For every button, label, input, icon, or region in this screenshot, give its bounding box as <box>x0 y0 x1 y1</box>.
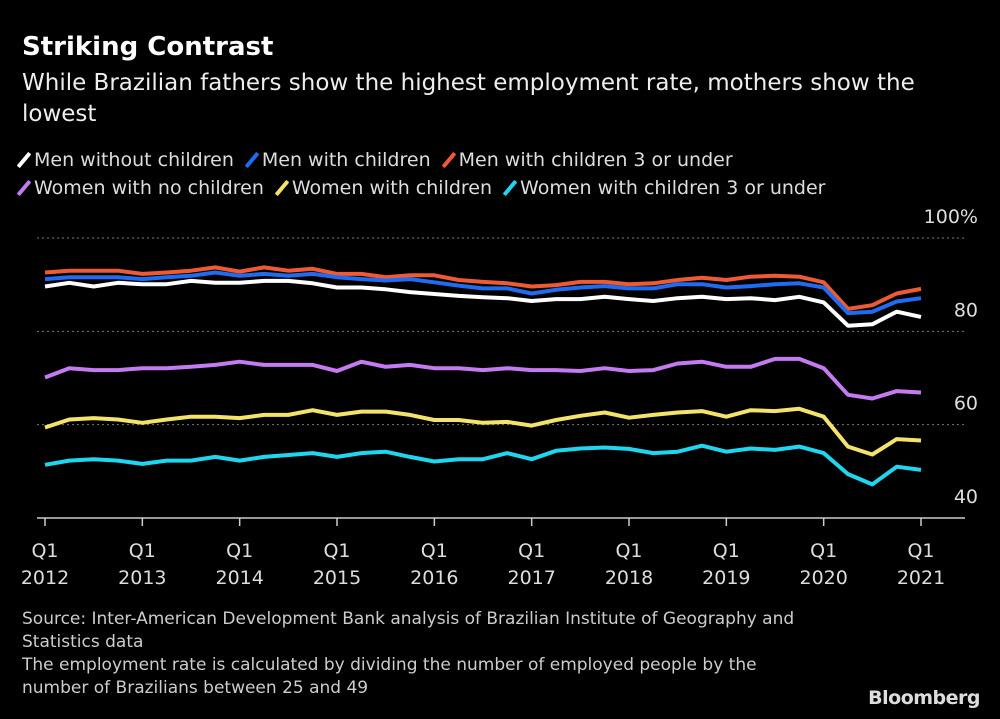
x-tick-label: Q1 <box>129 540 156 562</box>
x-tick-label: Q1 <box>323 540 350 562</box>
chart-subtitle: While Brazilian fathers show the highest… <box>22 70 915 127</box>
x-tick-label: 2013 <box>118 567 166 589</box>
x-tick-label: 2019 <box>702 567 750 589</box>
x-tick-label: Q1 <box>518 540 545 562</box>
legend-row-1: Men without children Men with children M… <box>16 149 733 171</box>
x-tick-label: 2021 <box>897 567 945 589</box>
x-tick-label: 2012 <box>21 567 69 589</box>
legend-label: Women with children 3 or under <box>520 177 826 199</box>
chart-title: Striking Contrast <box>22 32 274 62</box>
y-tick-label: 40 <box>954 486 978 508</box>
bloomberg-logo: Bloomberg <box>868 687 980 709</box>
legend-row-2: Women with no children Women with childr… <box>16 177 826 199</box>
series-line-men-without-children <box>44 278 922 328</box>
series-line-women-with-children <box>44 406 922 457</box>
legend-item: Men without children <box>16 149 234 171</box>
x-tick-label: Q1 <box>810 540 837 562</box>
y-tick-label: 80 <box>954 299 978 321</box>
x-tick-label: Q1 <box>907 540 934 562</box>
x-tick-label: 2016 <box>410 567 458 589</box>
legend-label: Women with no children <box>34 177 264 199</box>
source-note: Source: Inter-American Development Bank … <box>22 608 822 700</box>
x-tick-label: 2014 <box>215 567 263 589</box>
y-tick-label: 100% <box>924 206 978 228</box>
legend-item: Women with no children <box>16 177 264 199</box>
source-text: Source: Inter-American Development Bank … <box>22 609 795 652</box>
legend-item: Men with children 3 or under <box>441 149 733 171</box>
legend-item: Women with children <box>274 177 493 199</box>
series-line-men-with-children <box>44 270 922 316</box>
legend-item: Women with children 3 or under <box>502 177 826 199</box>
legend-label: Women with children <box>291 177 493 199</box>
x-tick-label: 2017 <box>507 567 555 589</box>
x-tick-label: Q1 <box>713 540 740 562</box>
x-tick-label: Q1 <box>615 540 642 562</box>
legend-label: Men with children 3 or under <box>458 149 733 171</box>
legend-item: Men with children <box>244 149 431 171</box>
x-tick-label: Q1 <box>421 540 448 562</box>
y-tick-label: 60 <box>954 393 978 415</box>
x-tick-label: Q1 <box>226 540 253 562</box>
legend-label: Men without children <box>34 149 234 171</box>
series-line-women-with-children-3-or-under <box>44 443 922 487</box>
series-line-women-with-no-children <box>44 356 922 401</box>
x-tick-label: 2018 <box>605 567 653 589</box>
x-tick-label: 2015 <box>313 567 361 589</box>
x-tick-label: Q1 <box>31 540 58 562</box>
x-tick-label: 2020 <box>799 567 847 589</box>
footnote-text: The employment rate is calculated by div… <box>22 655 757 698</box>
legend-label: Men with children <box>261 149 431 171</box>
series-line-men-with-children-3-or-under <box>44 265 922 311</box>
